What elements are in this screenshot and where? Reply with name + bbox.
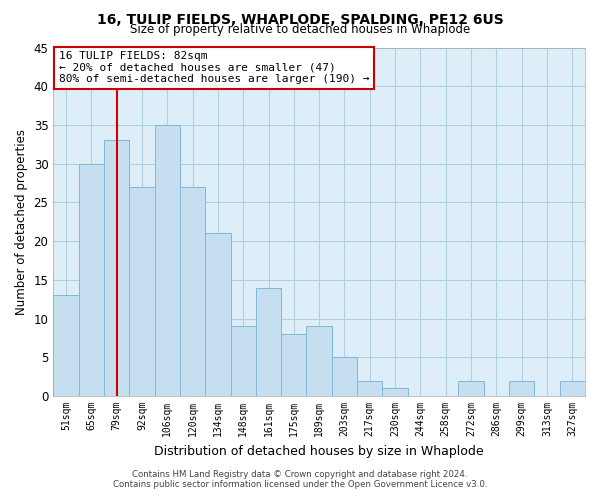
Bar <box>230 326 256 396</box>
Bar <box>307 326 332 396</box>
Bar <box>458 380 484 396</box>
X-axis label: Distribution of detached houses by size in Whaplode: Distribution of detached houses by size … <box>154 444 484 458</box>
Bar <box>256 288 281 396</box>
Bar <box>180 187 205 396</box>
Bar <box>205 234 230 396</box>
Text: 16, TULIP FIELDS, WHAPLODE, SPALDING, PE12 6US: 16, TULIP FIELDS, WHAPLODE, SPALDING, PE… <box>97 12 503 26</box>
Bar <box>53 296 79 396</box>
Text: 16 TULIP FIELDS: 82sqm
← 20% of detached houses are smaller (47)
80% of semi-det: 16 TULIP FIELDS: 82sqm ← 20% of detached… <box>59 51 369 84</box>
Bar <box>357 380 382 396</box>
Bar <box>155 125 180 396</box>
Bar <box>560 380 585 396</box>
Bar <box>509 380 535 396</box>
Bar <box>382 388 408 396</box>
Text: Contains HM Land Registry data © Crown copyright and database right 2024.
Contai: Contains HM Land Registry data © Crown c… <box>113 470 487 489</box>
Bar <box>332 358 357 396</box>
Text: Size of property relative to detached houses in Whaplode: Size of property relative to detached ho… <box>130 22 470 36</box>
Bar <box>129 187 155 396</box>
Bar <box>79 164 104 396</box>
Y-axis label: Number of detached properties: Number of detached properties <box>15 129 28 315</box>
Bar <box>104 140 129 396</box>
Bar <box>281 334 307 396</box>
